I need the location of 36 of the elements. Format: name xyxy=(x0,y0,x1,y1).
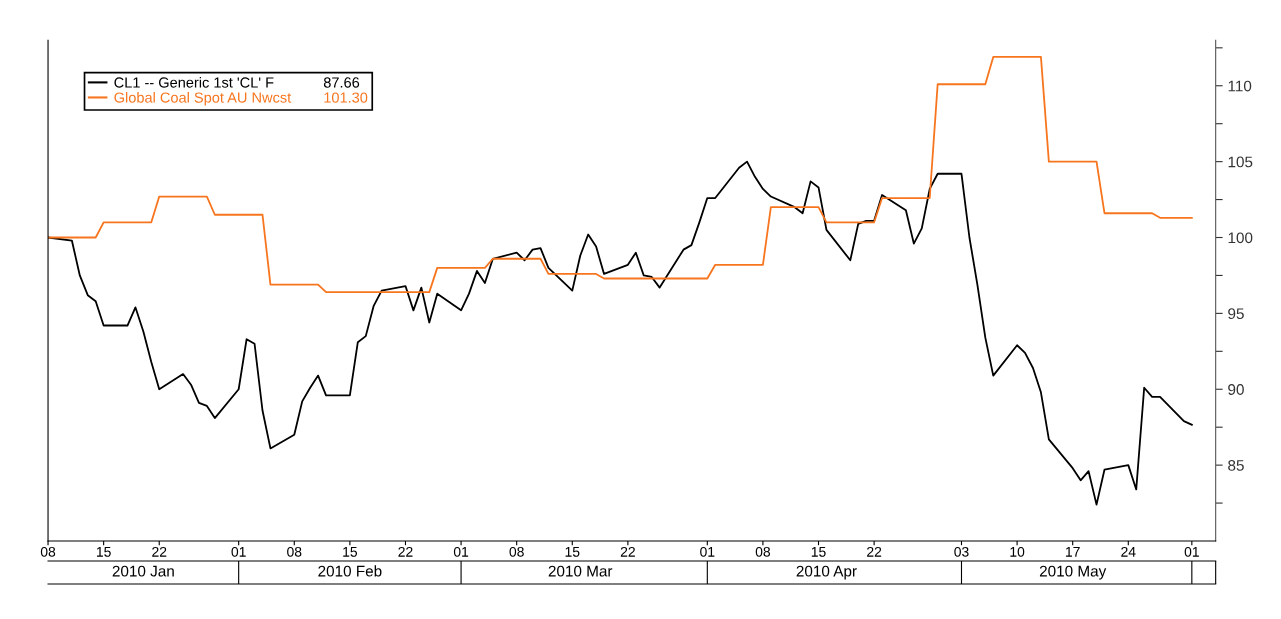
x-tick-label: 22 xyxy=(398,546,413,557)
x-tick-label: 08 xyxy=(40,546,56,557)
y-tick-label: 110 xyxy=(1228,80,1252,92)
annotation: 87.66 xyxy=(323,77,360,88)
legend-label: CL1 -- Generic 1st 'CL' F xyxy=(114,76,274,88)
x-tick-label: 22 xyxy=(152,546,167,557)
x-tick-label: 22 xyxy=(620,546,635,557)
x-tick-label: 03 xyxy=(954,546,969,557)
x-tick-label: 08 xyxy=(287,546,302,557)
annotation: 101.30 xyxy=(324,92,368,103)
x2-tick-label: 2010 Feb xyxy=(318,565,382,577)
x2-tick-label: 2010 May xyxy=(1039,565,1107,580)
x-tick-label: 01 xyxy=(231,546,246,557)
x-tick-label: 15 xyxy=(96,547,111,557)
y-tick-label: 85 xyxy=(1228,460,1244,471)
x-tick-label: 17 xyxy=(1066,547,1080,557)
x-tick-label: 08 xyxy=(755,546,771,557)
y-tick-label: 90 xyxy=(1228,384,1244,395)
y-tick-label: 100 xyxy=(1228,232,1253,244)
x-tick-label: 01 xyxy=(1184,546,1199,557)
x-tick-label: 15 xyxy=(565,547,580,557)
x-tick-label: 10 xyxy=(1010,546,1025,557)
x2-tick-label: 2010 Jan xyxy=(112,565,174,577)
x-tick-label: 22 xyxy=(867,546,882,557)
x-tick-label: 24 xyxy=(1121,546,1136,557)
x-tick-label: 08 xyxy=(509,546,524,557)
x-tick-label: 01 xyxy=(453,546,469,557)
x-tick-label: 01 xyxy=(700,546,715,557)
line-series xyxy=(48,56,1193,294)
x2-tick-label: 2010 Apr xyxy=(796,565,857,580)
x-tick-label: 15 xyxy=(811,547,826,557)
y-tick-label: 95 xyxy=(1228,308,1244,320)
x2-tick-label: 2010 Mar xyxy=(548,565,613,577)
legend-label: Global Coal Spot AU Nwcst xyxy=(114,91,292,106)
x-tick-label: 15 xyxy=(343,547,358,557)
y-tick-label: 105 xyxy=(1228,156,1253,168)
